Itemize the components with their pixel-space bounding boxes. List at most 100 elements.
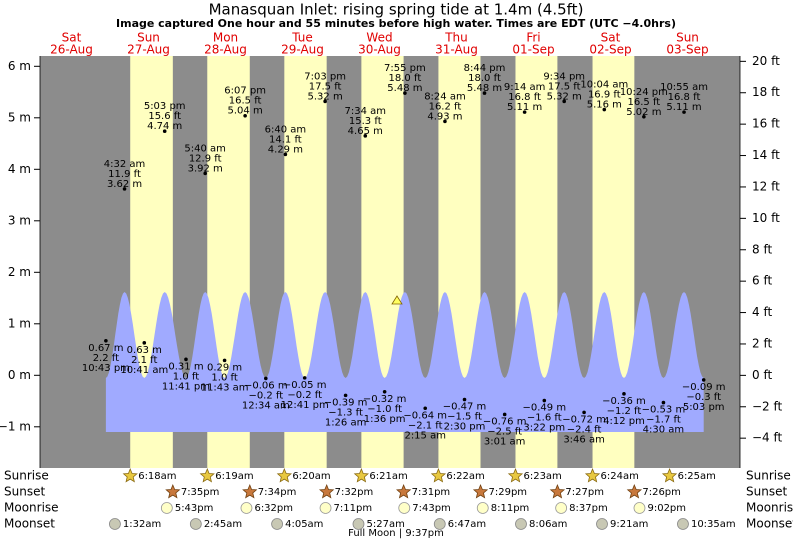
row-time: 5:43pm <box>175 503 214 514</box>
row-label: Moonset <box>746 517 793 531</box>
row-icon <box>122 467 138 483</box>
tide-ft: 11.9 ft <box>108 169 141 180</box>
row-icon <box>160 502 173 514</box>
tide-m: 5.11 m <box>507 102 542 113</box>
row-time: 6:19am <box>215 471 253 482</box>
tide-ft: 16.2 ft <box>429 101 462 112</box>
row-time: 9:21am <box>610 519 648 530</box>
tide-ft: 1.0 ft <box>211 372 237 383</box>
tide-ft: 16.5 ft <box>229 96 262 107</box>
tide-time: 10:41 am <box>120 365 168 376</box>
tide-time: 2:30 pm <box>444 422 486 433</box>
row-time: 6:23am <box>523 471 561 482</box>
tide-m: 5.16 m <box>587 100 622 111</box>
tide-m: 0.63 m <box>127 345 162 356</box>
row-time: 6:24am <box>601 471 639 482</box>
row-time: 8:37pm <box>569 503 608 514</box>
tide-time: 4:12 pm <box>603 416 645 427</box>
row-icon <box>507 467 524 483</box>
tide-m: 5.48 m <box>467 83 502 94</box>
row-time: 7:32pm <box>335 487 374 498</box>
tide-m: −0.76 m <box>483 416 527 427</box>
tide-ft: 17.5 ft <box>548 81 581 92</box>
chart-title: Manasquan Inlet: rising spring tide at 1… <box>209 1 584 19</box>
row-time: 6:47am <box>448 519 486 530</box>
y2-tick-label: 14 ft <box>752 148 780 162</box>
tide-point <box>184 357 188 362</box>
row-time: 6:32pm <box>254 503 293 514</box>
row-time: 7:29pm <box>489 487 528 498</box>
row-icon <box>353 467 369 483</box>
y-tick-label: 4 m <box>8 162 31 176</box>
tide-time: 3:46 am <box>563 434 605 445</box>
day-date: 01-Sep <box>512 43 554 57</box>
tide-m: 4.93 m <box>427 111 462 122</box>
tide-point <box>622 392 626 396</box>
day-date: 03-Sep <box>666 43 708 57</box>
tide-m: −0.32 m <box>363 394 407 405</box>
row-time: 1:32am <box>123 519 161 530</box>
tide-m: 3.62 m <box>107 179 142 190</box>
day-name: Fri <box>526 31 540 45</box>
tide-point <box>363 134 368 138</box>
tide-ft: −0.2 ft <box>287 390 322 401</box>
tide-ft: −1.3 ft <box>328 407 363 418</box>
y-tick-label: 5 m <box>8 110 31 124</box>
tide-m: 5.02 m <box>626 107 661 118</box>
tide-point <box>243 113 247 118</box>
row-icon <box>271 518 284 530</box>
tide-ft: 1.0 ft <box>173 371 199 382</box>
day-name: Sun <box>676 31 699 45</box>
day-date: 27-Aug <box>127 43 170 57</box>
tide-point <box>222 358 227 363</box>
tide-ft: 18.0 ft <box>389 73 422 84</box>
tide-m: −0.53 m <box>642 405 686 416</box>
tide-m: −0.06 m <box>244 380 288 391</box>
row-label: Moonrise <box>4 501 59 515</box>
tide-point <box>382 389 387 394</box>
row-icon <box>515 518 527 530</box>
tide-time: 4:32 am <box>104 159 146 170</box>
row-icon <box>352 518 365 530</box>
tide-m: 4.74 m <box>147 121 182 132</box>
tide-time: 10:24 pm <box>620 87 668 98</box>
tide-ft: 14.1 ft <box>269 134 302 145</box>
tide-time: 9:34 pm <box>543 71 585 82</box>
tide-time: 11:41 pm <box>162 381 210 392</box>
tide-curve <box>105 292 704 432</box>
tide-ft: −1.7 ft <box>646 415 681 426</box>
tide-time: 5:03 pm <box>144 101 186 112</box>
day-name: Sun <box>137 31 160 45</box>
tide-ft: −2.4 ft <box>567 424 602 435</box>
row-icon <box>319 502 332 514</box>
row-icon <box>633 502 646 514</box>
tide-point <box>203 171 207 176</box>
row-label: Sunset <box>746 485 787 499</box>
tide-point <box>323 99 327 104</box>
row-time: 7:35pm <box>181 487 220 498</box>
tide-ft: 2.1 ft <box>131 355 157 366</box>
tide-point <box>264 376 268 381</box>
tide-ft: −1.2 ft <box>607 406 642 417</box>
row-icon <box>626 483 643 499</box>
row-time: 5:27am <box>366 519 404 530</box>
tide-m: 3.92 m <box>188 163 223 174</box>
tide-time: 10:43 pm <box>82 363 130 374</box>
y-tick-label: 2 m <box>8 265 31 279</box>
tide-point <box>122 187 127 191</box>
y2-tick-label: 0 ft <box>752 368 772 382</box>
tide-m: −0.49 m <box>523 403 567 414</box>
tide-point <box>462 397 467 402</box>
row-label: Moonrise <box>746 501 793 515</box>
row-icon <box>677 518 689 530</box>
tide-point <box>443 119 447 124</box>
row-icon <box>661 467 678 483</box>
tide-point <box>343 393 348 398</box>
chart-subtitle: Image captured One hour and 55 minutes b… <box>116 17 676 30</box>
row-icon <box>109 518 121 530</box>
tide-point <box>403 91 407 95</box>
row-time: 4:05am <box>285 519 323 530</box>
tide-time: 3:22 pm <box>523 423 565 434</box>
tide-point <box>701 378 706 382</box>
